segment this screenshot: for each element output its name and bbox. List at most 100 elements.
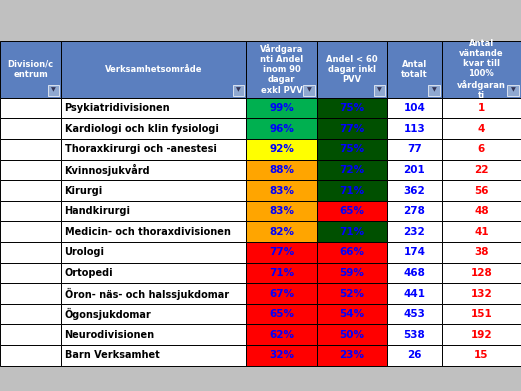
Bar: [246, 41, 317, 98]
Text: 362: 362: [404, 185, 425, 196]
Text: Neurodivisionen: Neurodivisionen: [65, 330, 155, 340]
Text: 67%: 67%: [269, 289, 294, 298]
Text: Andel < 60
dagar inkl
PVV: Andel < 60 dagar inkl PVV: [326, 55, 378, 84]
Bar: [317, 304, 387, 325]
Bar: [61, 180, 246, 201]
Text: 65%: 65%: [340, 206, 364, 216]
Bar: [246, 118, 317, 139]
Bar: [442, 180, 521, 201]
Text: Ögonsjukdomar: Ögonsjukdomar: [65, 308, 152, 320]
Bar: [317, 325, 387, 345]
Text: 15: 15: [474, 350, 489, 360]
Text: Kirurgi: Kirurgi: [65, 185, 103, 196]
Text: 65%: 65%: [269, 309, 294, 319]
Bar: [61, 160, 246, 180]
Bar: [317, 139, 387, 160]
Bar: [0, 263, 61, 283]
Text: 54%: 54%: [339, 309, 365, 319]
Bar: [317, 221, 387, 242]
Bar: [61, 263, 246, 283]
Bar: [387, 283, 442, 304]
Text: Division/c
entrum: Division/c entrum: [8, 60, 54, 79]
Text: 26: 26: [407, 350, 421, 360]
Bar: [61, 283, 246, 304]
Bar: [0, 345, 61, 366]
Text: Urologi: Urologi: [65, 248, 105, 257]
Text: 72%: 72%: [339, 165, 365, 175]
Text: 453: 453: [404, 309, 425, 319]
Bar: [387, 98, 442, 118]
Bar: [387, 160, 442, 180]
Bar: [387, 139, 442, 160]
Text: 82%: 82%: [269, 227, 294, 237]
Text: Verksamhetsområde: Verksamhetsområde: [105, 65, 203, 74]
Text: 232: 232: [404, 227, 425, 237]
Bar: [246, 325, 317, 345]
Bar: [442, 160, 521, 180]
Bar: [61, 98, 246, 118]
Bar: [246, 221, 317, 242]
Bar: [61, 325, 246, 345]
Text: ▼: ▼: [51, 88, 56, 93]
Text: 71%: 71%: [269, 268, 294, 278]
Text: ▼: ▼: [431, 88, 437, 93]
Text: 22: 22: [474, 165, 489, 175]
Bar: [442, 118, 521, 139]
Bar: [374, 84, 385, 95]
Text: 50%: 50%: [340, 330, 364, 340]
Bar: [442, 41, 521, 98]
Text: Ortopedi: Ortopedi: [65, 268, 113, 278]
Text: ▼: ▼: [377, 88, 382, 93]
Text: 6: 6: [478, 144, 485, 154]
Text: 71%: 71%: [339, 185, 365, 196]
Bar: [0, 242, 61, 263]
Bar: [0, 41, 61, 98]
Bar: [442, 201, 521, 221]
Bar: [61, 139, 246, 160]
Text: Antal
väntande
kvar till
100%
vårdgaran
ti: Antal väntande kvar till 100% vårdgaran …: [457, 39, 506, 100]
Bar: [0, 201, 61, 221]
Text: 151: 151: [470, 309, 492, 319]
Bar: [317, 201, 387, 221]
Text: 56: 56: [474, 185, 489, 196]
Bar: [428, 84, 440, 95]
Bar: [0, 283, 61, 304]
Text: 278: 278: [404, 206, 425, 216]
Bar: [442, 242, 521, 263]
Bar: [387, 41, 442, 98]
Text: 128: 128: [470, 268, 492, 278]
Bar: [246, 201, 317, 221]
Bar: [61, 304, 246, 325]
Bar: [246, 180, 317, 201]
Text: 99%: 99%: [269, 103, 294, 113]
Text: Barn Verksamhet: Barn Verksamhet: [65, 350, 159, 360]
Text: 83%: 83%: [269, 206, 294, 216]
Bar: [246, 345, 317, 366]
Bar: [442, 139, 521, 160]
Bar: [0, 304, 61, 325]
Bar: [317, 98, 387, 118]
Bar: [61, 118, 246, 139]
Text: 41: 41: [474, 227, 489, 237]
Text: 32%: 32%: [269, 350, 294, 360]
Bar: [387, 118, 442, 139]
Bar: [246, 283, 317, 304]
Text: ▼: ▼: [511, 88, 516, 93]
Bar: [246, 263, 317, 283]
Bar: [246, 98, 317, 118]
Bar: [387, 345, 442, 366]
Bar: [233, 84, 244, 95]
Text: ▼: ▼: [306, 88, 312, 93]
Text: 59%: 59%: [340, 268, 364, 278]
Bar: [0, 139, 61, 160]
Bar: [317, 180, 387, 201]
Text: 75%: 75%: [339, 144, 365, 154]
Text: 77%: 77%: [269, 248, 294, 257]
Text: 1: 1: [478, 103, 485, 113]
Bar: [246, 304, 317, 325]
Bar: [387, 221, 442, 242]
Bar: [246, 242, 317, 263]
Bar: [317, 283, 387, 304]
Bar: [387, 201, 442, 221]
Text: 71%: 71%: [339, 227, 365, 237]
